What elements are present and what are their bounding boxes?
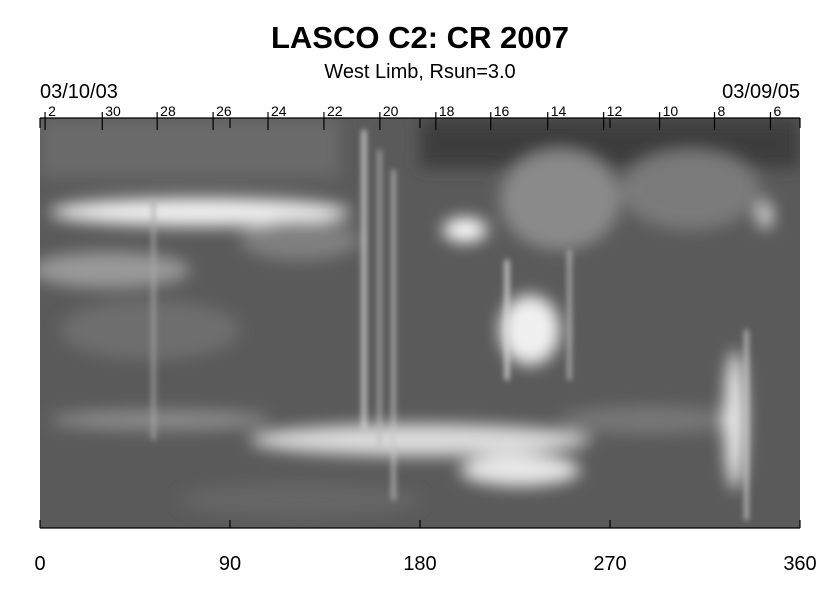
- chart-title: LASCO C2: CR 2007: [271, 20, 569, 55]
- top-tick-label: 30: [105, 103, 121, 119]
- top-tick-label: 22: [327, 103, 343, 119]
- top-tick-label: 10: [663, 103, 679, 119]
- start-date: 03/10/03: [40, 81, 118, 103]
- top-tick-label: 8: [718, 103, 726, 119]
- image-streaks: [152, 130, 748, 520]
- end-date: 03/09/05: [722, 81, 800, 103]
- x-tick-label: 180: [403, 553, 436, 575]
- x-tick-label: 360: [783, 553, 816, 575]
- top-tick-label: 26: [216, 103, 232, 119]
- top-tick-label: 12: [607, 103, 623, 119]
- x-tick-label: 90: [219, 553, 241, 575]
- top-tick-label: 24: [271, 103, 287, 119]
- top-tick-label: 28: [160, 103, 176, 119]
- image-features: [40, 118, 800, 518]
- top-tick-label: 14: [551, 103, 567, 119]
- top-tick-label: 18: [439, 103, 455, 119]
- top-tick-label: 16: [494, 103, 510, 119]
- top-tick-label: 2: [48, 103, 56, 119]
- synoptic-image: [40, 118, 800, 528]
- top-tick-label: 20: [383, 103, 399, 119]
- chart-subtitle: West Limb, Rsun=3.0: [324, 61, 515, 83]
- x-tick-label: 0: [34, 553, 45, 575]
- top-tick-label: 6: [773, 103, 781, 119]
- x-tick-label: 270: [593, 553, 626, 575]
